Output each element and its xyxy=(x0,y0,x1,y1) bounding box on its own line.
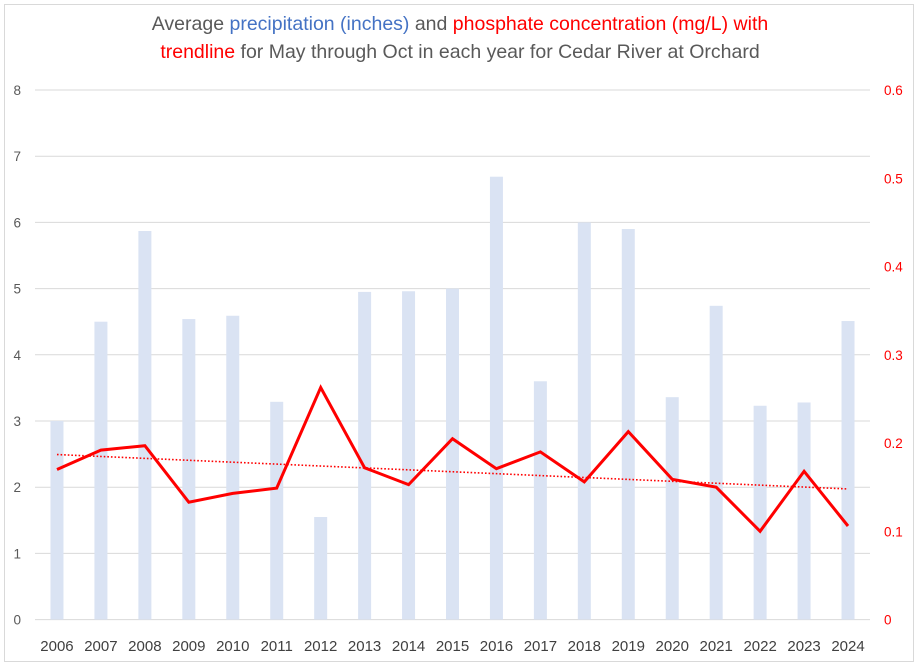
x-axis-tick-label: 2023 xyxy=(787,638,820,655)
left-axis-tick-label: 8 xyxy=(13,83,21,98)
bars-precipitation xyxy=(50,176,855,620)
bar-precipitation xyxy=(226,315,240,620)
x-axis-tick-label: 2008 xyxy=(128,638,161,655)
trendline-phosphate xyxy=(56,453,849,490)
x-axis-tick-label: 2022 xyxy=(743,638,776,655)
left-axis-tick-label: 4 xyxy=(13,348,21,363)
x-axis-tick-label: 2009 xyxy=(172,638,205,655)
right-axis-tick-label: 0.6 xyxy=(884,83,903,98)
chart-title: Average precipitation (inches) and phosp… xyxy=(0,10,920,66)
left-axis-tick-label: 0 xyxy=(13,613,21,628)
x-axis-tick-label: 2011 xyxy=(261,638,293,655)
x-axis-tick-label: 2019 xyxy=(612,638,645,655)
bar-precipitation xyxy=(753,405,767,620)
right-axis-tick-label: 0.5 xyxy=(884,171,903,186)
bar-precipitation xyxy=(621,229,635,620)
bar-precipitation xyxy=(797,402,811,620)
right-axis-tick-label: 0.1 xyxy=(884,524,903,539)
title-part: Average xyxy=(151,13,230,35)
x-axis-tick-label: 2018 xyxy=(568,638,601,655)
x-axis-tick-label: 2014 xyxy=(392,638,425,655)
title-part: precipitation (inches) xyxy=(229,13,410,35)
bar-precipitation xyxy=(533,381,547,620)
left-axis-tick-label: 1 xyxy=(13,546,21,561)
x-axis-tick-label: 2006 xyxy=(40,638,73,655)
x-axis-tick-label: 2012 xyxy=(304,638,337,655)
bar-precipitation xyxy=(402,291,416,620)
x-axis-tick-label: 2013 xyxy=(348,638,381,655)
right-axis-tick-label: 0.2 xyxy=(884,436,903,451)
trendline-path xyxy=(56,453,849,490)
x-axis-tick-label: 2021 xyxy=(699,638,732,655)
bar-precipitation xyxy=(314,516,328,620)
bar-precipitation xyxy=(446,288,459,620)
bar-precipitation xyxy=(665,397,679,620)
left-axis-tick-label: 5 xyxy=(13,282,21,297)
left-axis-tick-label: 3 xyxy=(13,414,21,429)
bar-precipitation xyxy=(841,321,855,620)
right-axis: 0 0.1 0.2 0.3 0.4 0.5 0.6 xyxy=(884,83,903,628)
x-axis-tick-label: 2020 xyxy=(656,638,689,655)
line-phosphate xyxy=(56,384,850,534)
bar-precipitation xyxy=(138,231,152,620)
bar-precipitation xyxy=(709,305,723,620)
x-axis-tick-label: 2015 xyxy=(436,638,469,655)
left-axis: 0 1 2 3 4 5 6 7 8 xyxy=(13,83,21,628)
bar-precipitation xyxy=(182,319,196,620)
x-axis-tick-label: 2007 xyxy=(84,638,117,655)
bar-precipitation xyxy=(577,222,591,620)
title-part: for May through Oct in each year for Ced… xyxy=(235,41,760,63)
x-axis-tick-label: 2024 xyxy=(831,638,864,655)
x-axis-tick-label: 2017 xyxy=(524,638,557,655)
title-part: trendline xyxy=(160,41,236,63)
bar-precipitation xyxy=(270,401,284,620)
bar-precipitation xyxy=(50,421,64,620)
left-axis-tick-label: 2 xyxy=(13,480,21,495)
bar-precipitation xyxy=(489,176,503,620)
right-axis-tick-label: 0.3 xyxy=(884,348,903,363)
bar-precipitation xyxy=(358,291,372,620)
x-axis-tick-label: 2016 xyxy=(480,638,513,655)
x-axis: 2006 2007 2008 2009 2010 2011 2012 2013 2014 2015… xyxy=(40,638,864,655)
right-axis-tick-label: 0.4 xyxy=(884,260,903,275)
x-axis-tick-label: 2010 xyxy=(216,638,249,655)
title-part: phosphate concentration (mg/L) with xyxy=(452,13,769,35)
title-part: and xyxy=(409,13,453,35)
left-axis-tick-label: 7 xyxy=(13,149,21,164)
line-phosphate-path xyxy=(56,384,850,534)
left-axis-tick-label: 6 xyxy=(13,215,21,230)
right-axis-tick-label: 0 xyxy=(884,613,892,628)
bar-precipitation xyxy=(94,321,108,620)
